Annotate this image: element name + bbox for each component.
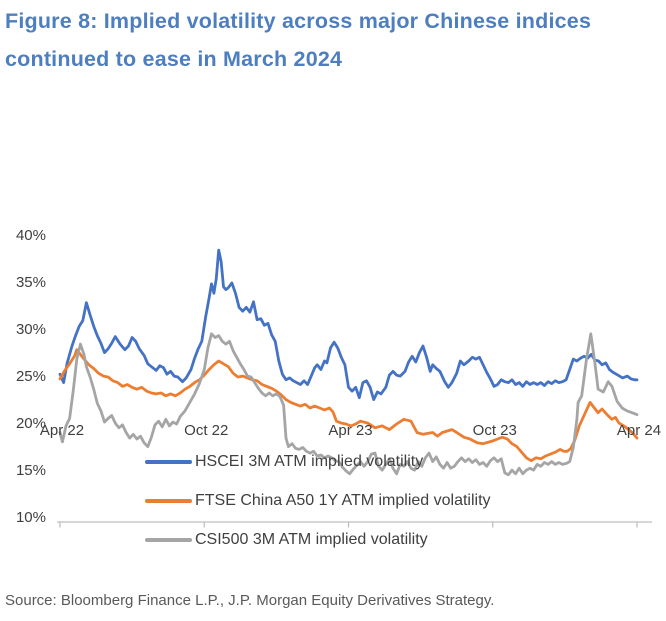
csi500-line-swatch bbox=[145, 538, 192, 542]
legend-item-hscei: HSCEI 3M ATM implied volatility bbox=[145, 449, 491, 475]
legend-label: CSI500 3M ATM implied volatility bbox=[195, 531, 428, 548]
series-line-ftse-a50 bbox=[58, 348, 639, 463]
y-axis-tick-label: 35% bbox=[15, 274, 46, 291]
legend-item-ftse-a50: FTSE China A50 1Y ATM implied volatility bbox=[145, 488, 491, 514]
legend-label: FTSE China A50 1Y ATM implied volatility bbox=[195, 492, 491, 509]
series-line-csi500 bbox=[58, 332, 639, 477]
line-chart: 40% 35% 30% 25% 20% 15% 10% Apr 22 Oct 22 Apr 23… bbox=[0, 110, 666, 528]
plot-area bbox=[57, 248, 652, 528]
x-axis-tick-label: Apr 24 bbox=[616, 422, 662, 439]
ftse-a50-line-swatch bbox=[145, 499, 192, 503]
x-axis-tick-label: Oct 22 bbox=[184, 422, 229, 439]
y-axis-tick-label: 20% bbox=[15, 415, 46, 432]
figure-title: Figure 8: Implied volatility across majo… bbox=[5, 9, 592, 71]
y-axis-tick-label: 25% bbox=[15, 368, 46, 385]
y-axis-tick-label: 15% bbox=[15, 462, 46, 479]
hscei-line-swatch bbox=[145, 460, 192, 464]
legend-item-csi500: CSI500 3M ATM implied volatility bbox=[145, 527, 491, 553]
x-axis-tick-label: Apr 23 bbox=[328, 422, 373, 439]
y-axis-tick-label: 30% bbox=[15, 321, 46, 338]
legend-label: HSCEI 3M ATM implied volatility bbox=[195, 453, 424, 470]
y-axis-tick-label: 10% bbox=[15, 509, 46, 526]
source-note: Source: Bloomberg Finance L.P., J.P. Mor… bbox=[5, 592, 495, 609]
x-axis-tick-label: Apr 22 bbox=[39, 422, 85, 439]
y-axis-tick-label: 40% bbox=[15, 227, 46, 244]
legend: HSCEI 3M ATM implied volatility FTSE Chi… bbox=[145, 449, 491, 566]
x-axis-tick-label: Oct 23 bbox=[472, 422, 517, 439]
series-line-hscei bbox=[58, 248, 639, 402]
